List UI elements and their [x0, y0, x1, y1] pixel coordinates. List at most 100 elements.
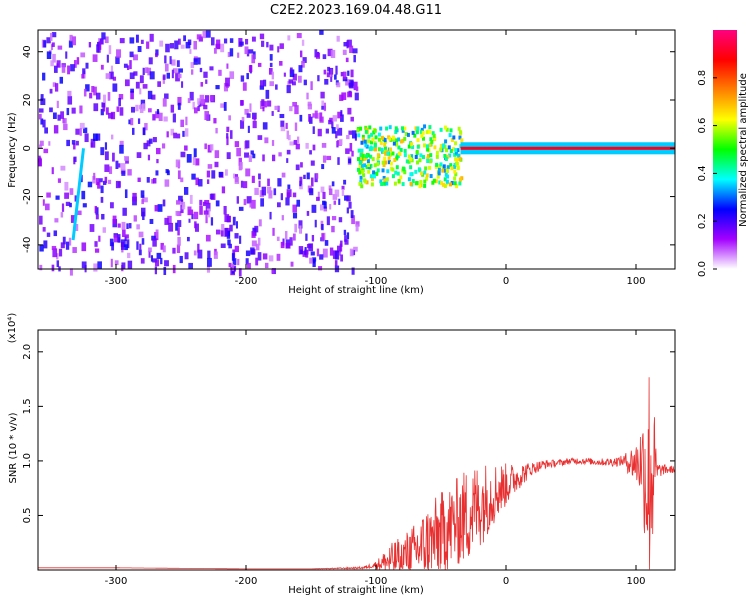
heat-cell — [416, 160, 420, 165]
heat-cell — [274, 105, 279, 110]
heat-cell — [406, 132, 410, 137]
heat-cell — [339, 94, 344, 101]
heat-cell — [397, 145, 401, 150]
heat-cell — [434, 179, 438, 184]
heat-cell — [119, 107, 124, 116]
heat-cell — [443, 154, 447, 159]
heat-cell — [365, 165, 369, 170]
heat-cell — [74, 195, 77, 202]
heat-cell — [346, 207, 349, 214]
heat-cell — [89, 92, 93, 99]
heat-cell — [148, 138, 153, 144]
heat-cell — [285, 197, 290, 206]
heat-cell — [343, 41, 348, 47]
heat-cell — [209, 95, 214, 102]
snr-background — [38, 330, 675, 570]
heat-cell — [136, 224, 140, 230]
heat-cell — [210, 37, 215, 46]
heat-cell — [457, 126, 461, 131]
heat-cell — [384, 160, 388, 165]
heat-cell — [261, 40, 265, 47]
heat-cell — [280, 126, 286, 132]
heat-cell — [108, 166, 113, 174]
heat-cell — [407, 154, 411, 159]
heat-cell — [423, 183, 427, 188]
x-tick-label: -300 — [105, 576, 128, 587]
heat-cell — [80, 52, 86, 58]
heat-cell — [403, 126, 407, 131]
heat-cell — [400, 126, 404, 131]
heat-cell — [61, 203, 65, 212]
heat-cell — [356, 128, 360, 133]
heat-cell — [348, 82, 354, 88]
heat-cell — [161, 143, 166, 149]
heat-cell — [172, 247, 176, 254]
heat-cell — [271, 154, 276, 162]
heat-cell — [327, 48, 333, 57]
heat-cell — [310, 251, 315, 256]
heat-cell — [140, 39, 144, 44]
heat-cell — [269, 211, 272, 220]
heat-cell — [56, 260, 60, 268]
heat-cell — [281, 215, 284, 221]
heat-cell — [192, 101, 195, 110]
heat-cell — [104, 36, 109, 44]
heat-cell — [456, 148, 460, 153]
heat-cell — [324, 78, 329, 85]
heat-cell — [169, 43, 175, 49]
heat-cell — [379, 140, 383, 145]
heat-cell — [223, 205, 227, 215]
heat-cell — [392, 141, 396, 146]
heat-cell — [345, 57, 349, 63]
heat-cell — [156, 252, 162, 259]
heat-cell — [221, 186, 226, 194]
heat-cell — [51, 167, 54, 175]
heat-cell — [252, 153, 256, 159]
heat-cell — [385, 177, 389, 182]
heat-cell — [175, 222, 178, 231]
heat-cell — [346, 195, 351, 202]
heat-cell — [157, 81, 161, 87]
heat-cell — [148, 57, 153, 65]
heat-cell — [195, 177, 199, 186]
heat-cell — [448, 153, 452, 158]
heat-cell — [164, 179, 170, 187]
heat-cell — [357, 148, 361, 153]
heat-cell — [164, 217, 169, 225]
heat-cell — [154, 259, 160, 267]
heat-cell — [372, 130, 376, 135]
heat-cell — [437, 171, 441, 176]
heat-cell — [54, 83, 59, 92]
heat-cell — [91, 86, 95, 93]
heat-cell — [117, 234, 121, 243]
heat-cell — [439, 147, 443, 152]
heat-cell — [135, 34, 139, 43]
heat-cell — [384, 146, 388, 151]
heat-cell — [238, 157, 242, 166]
heat-cell — [251, 231, 256, 238]
heat-cell — [317, 75, 320, 82]
colorbar: 0.0 0.2 0.4 0.6 0.8 Normalized spectral ampl… — [697, 30, 749, 277]
heat-cell — [226, 126, 230, 133]
heat-cell — [142, 194, 145, 203]
heat-cell — [249, 103, 252, 112]
heat-cell — [262, 154, 265, 162]
heat-cell — [374, 135, 378, 140]
heat-cell — [56, 100, 59, 109]
heat-cell — [389, 161, 393, 166]
heat-cell — [351, 150, 354, 157]
heat-cell — [67, 65, 71, 75]
heat-cell — [300, 249, 303, 255]
heat-cell — [93, 172, 96, 180]
heat-cell — [251, 36, 256, 42]
heat-cell — [295, 164, 300, 171]
heat-cell — [379, 179, 383, 184]
heat-cell — [100, 64, 104, 70]
heat-cell — [312, 261, 316, 268]
heat-cell — [142, 84, 148, 89]
heat-cell — [267, 100, 272, 107]
heat-cell — [353, 81, 358, 91]
heat-cell — [370, 132, 374, 137]
heat-cell — [286, 130, 290, 140]
